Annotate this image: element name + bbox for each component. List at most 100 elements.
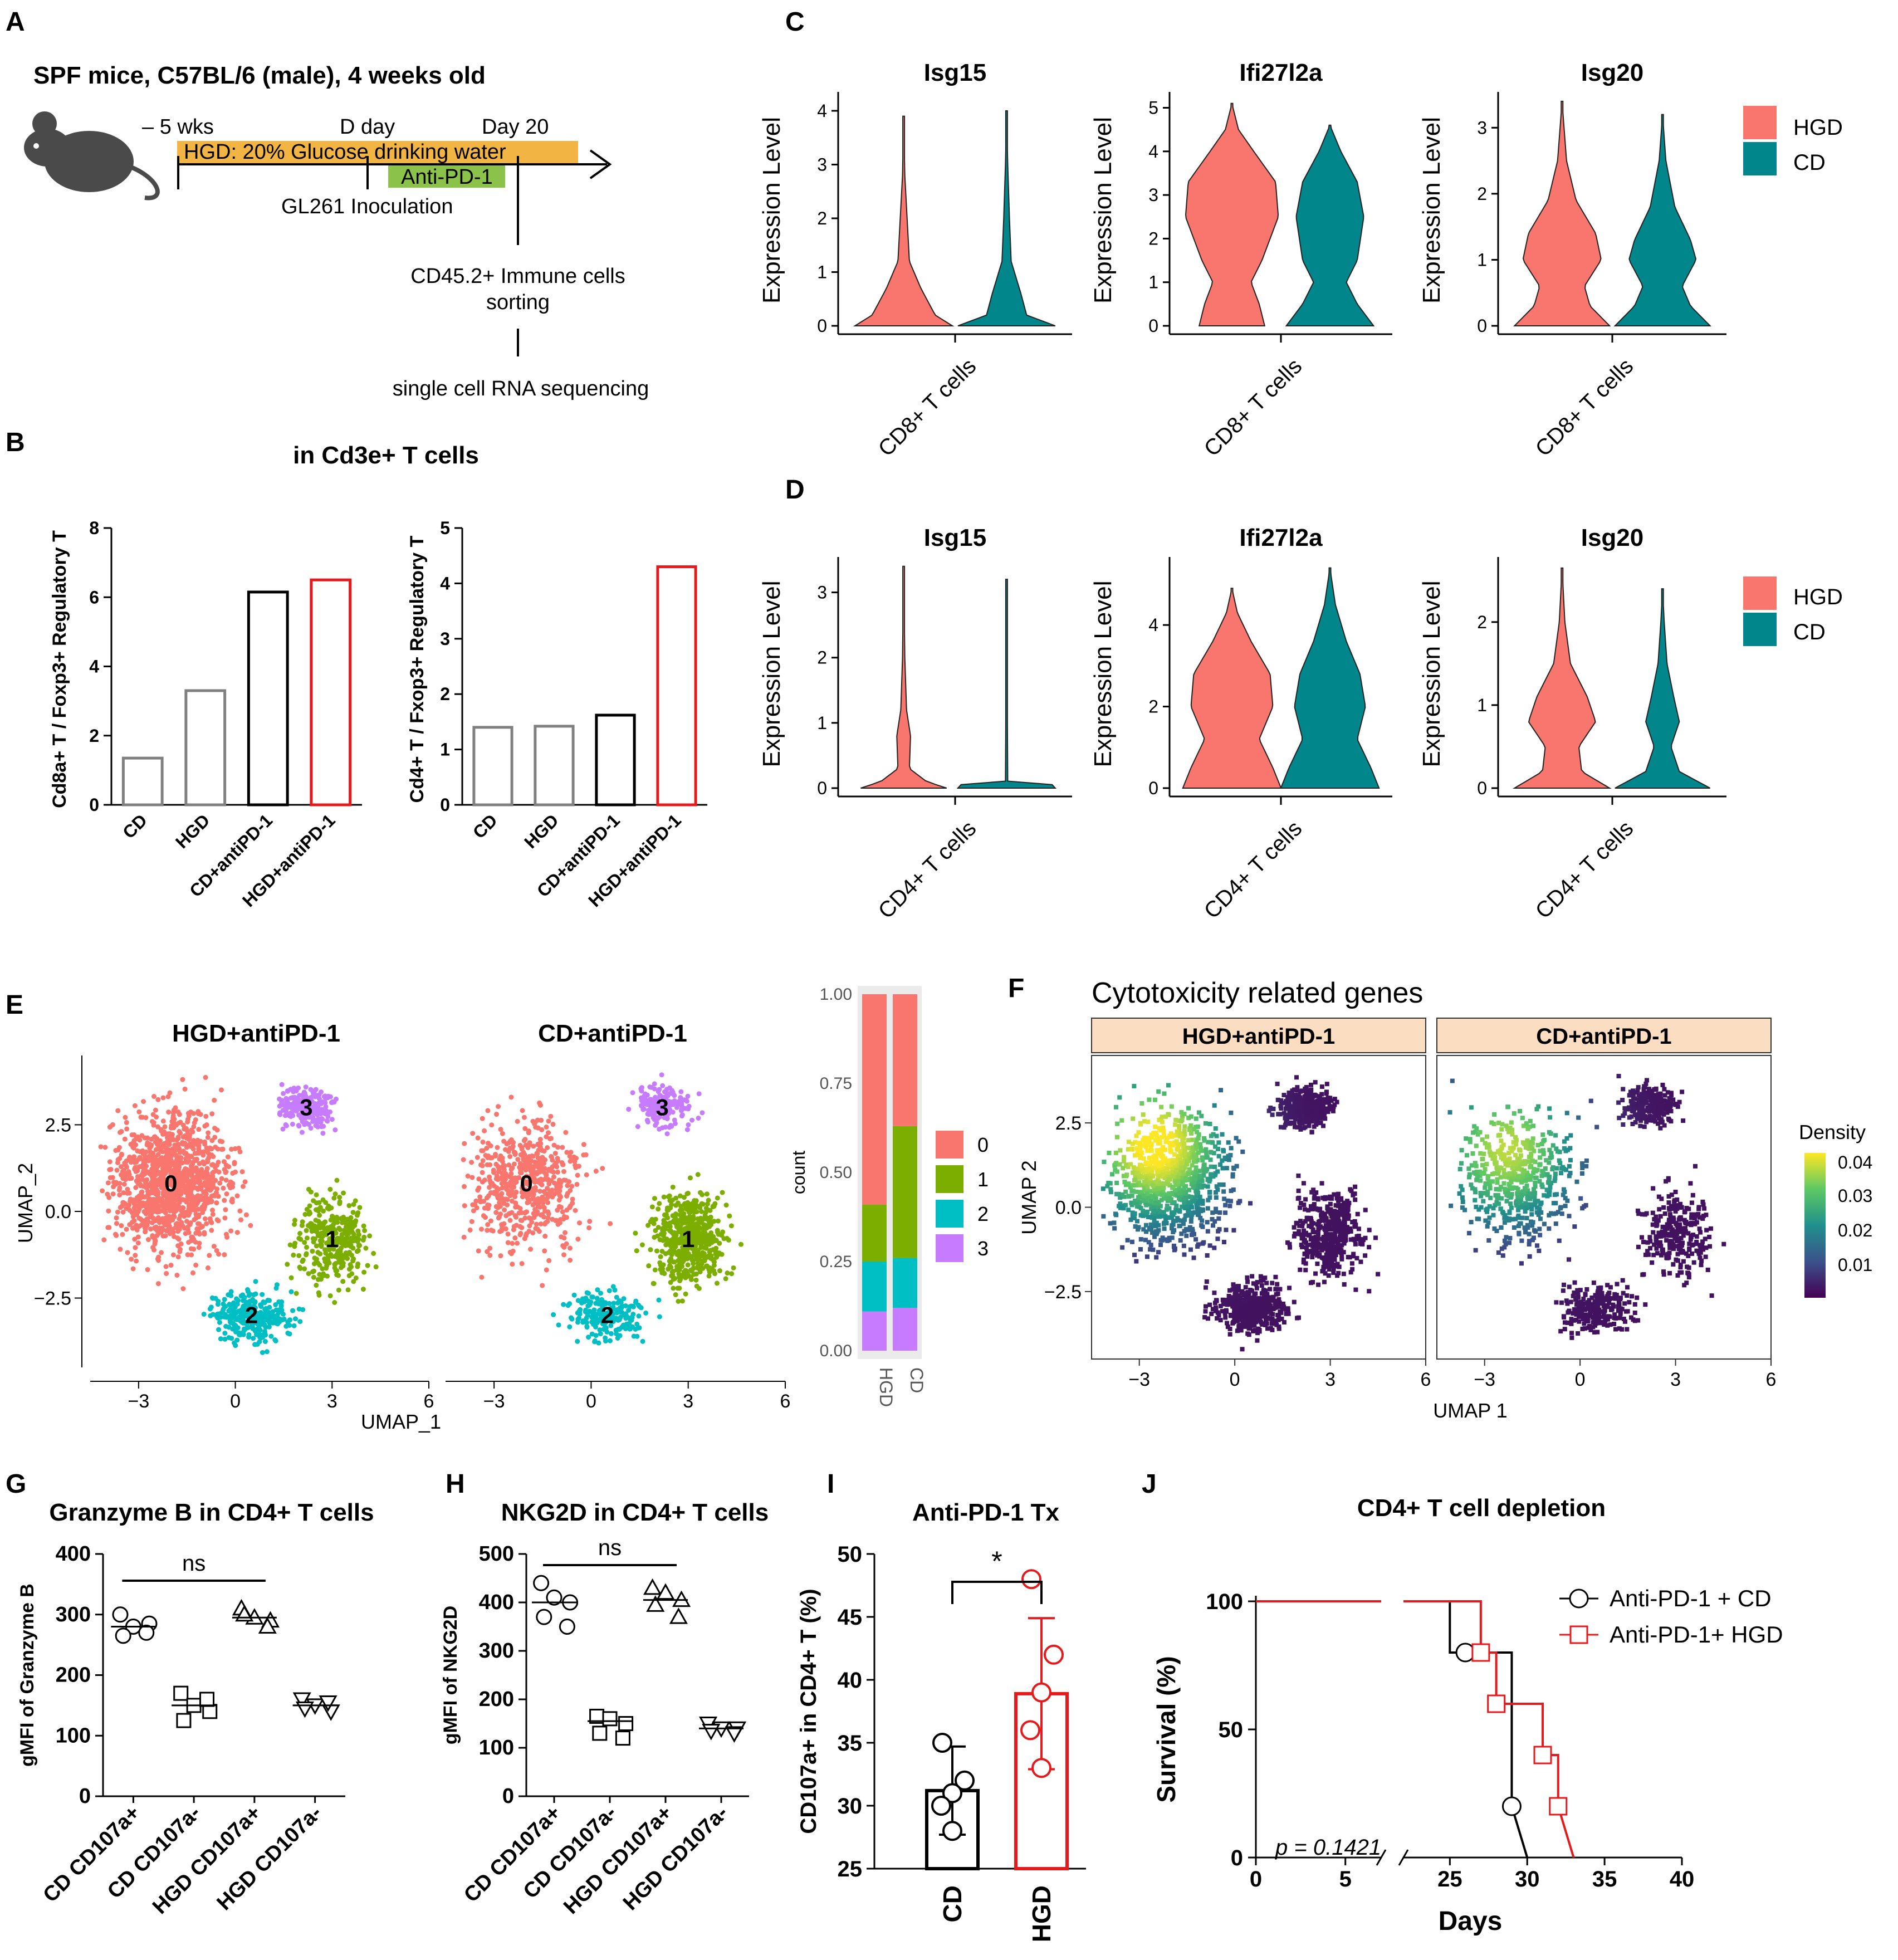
density-point [1102, 1160, 1107, 1165]
density-point [1335, 1273, 1340, 1278]
umap-point [511, 1161, 517, 1167]
umap-point [202, 1204, 208, 1210]
umap-point [317, 1233, 322, 1239]
umap-point [180, 1223, 185, 1229]
umap-point [155, 1097, 161, 1102]
umap-point [167, 1090, 173, 1096]
umap-point [205, 1265, 211, 1270]
umap-point [520, 1108, 525, 1113]
umap-point [198, 1185, 203, 1190]
umap-point [361, 1269, 367, 1275]
umap-point [669, 1123, 674, 1129]
umap-point [288, 1275, 294, 1280]
umap-point [145, 1135, 150, 1141]
umap-point [341, 1228, 347, 1233]
density-point [1187, 1167, 1192, 1172]
umap-point [654, 1233, 660, 1239]
umap-point [155, 1124, 160, 1130]
umap-point [297, 1231, 303, 1236]
umap-point [321, 1208, 326, 1214]
violin-gene-title: Ifi27l2a [1239, 524, 1323, 551]
umap-point [346, 1231, 351, 1236]
umap-point [300, 1259, 305, 1264]
e-legend-label: 3 [977, 1237, 989, 1260]
umap-point [289, 1111, 295, 1117]
density-point [1285, 1240, 1290, 1245]
umap-point [348, 1262, 353, 1268]
density-point [1205, 1220, 1210, 1225]
umap-point [618, 1305, 623, 1311]
density-point [1309, 1190, 1314, 1195]
umap-point [186, 1203, 192, 1209]
violin-ylabel: Expression Level [1089, 117, 1117, 304]
umap-point [232, 1146, 238, 1151]
umap-point [505, 1197, 510, 1203]
umap-point [564, 1215, 569, 1220]
legend-c-cd: CD [1793, 150, 1826, 175]
umap-point [262, 1339, 268, 1345]
density-point [1204, 1285, 1209, 1290]
umap-point [134, 1195, 140, 1200]
e-stack-segment [862, 1262, 887, 1312]
umap-point [163, 1210, 168, 1215]
umap-point [198, 1138, 203, 1144]
umap-point [686, 1103, 692, 1109]
umap-point [150, 1190, 155, 1196]
umap-point [518, 1210, 524, 1215]
umap-point [218, 1336, 223, 1342]
umap-point [144, 1177, 149, 1183]
umap-point [322, 1247, 327, 1253]
umap-point [117, 1185, 123, 1191]
umap-point [121, 1181, 127, 1187]
density-point [1190, 1163, 1195, 1168]
umap-point [209, 1138, 215, 1143]
f-ylabel: UMAP 2 [1018, 1160, 1040, 1234]
violin-ylabel: Expression Level [758, 117, 785, 304]
umap-point [482, 1177, 487, 1183]
violin-xlabel: CD8+ T cells [1200, 354, 1307, 461]
density-point [1207, 1190, 1212, 1195]
umap-point [674, 1100, 680, 1106]
umap-point [176, 1178, 182, 1184]
umap-point [353, 1275, 359, 1281]
umap-point [321, 1220, 327, 1225]
density-point [1186, 1200, 1191, 1205]
umap-point [480, 1116, 485, 1121]
umap-point [546, 1130, 551, 1136]
umap-point [476, 1248, 481, 1254]
umap-point [197, 1230, 202, 1236]
umap-point [638, 1086, 644, 1092]
umap-point [123, 1177, 128, 1182]
umap-point [704, 1191, 710, 1197]
density-point [1223, 1315, 1228, 1320]
umap-point [656, 1225, 661, 1230]
a-title: SPF mice, C57BL/6 (male), 4 weeks old [33, 62, 486, 89]
umap-point [708, 1214, 713, 1220]
umap-point [114, 1221, 119, 1226]
umap-point [634, 1248, 639, 1254]
umap-point [524, 1209, 530, 1215]
density-point [1128, 1162, 1133, 1167]
umap-point [326, 1254, 331, 1259]
umap-point [151, 1235, 156, 1240]
umap-point [222, 1303, 228, 1309]
e-xtick-label: 6 [780, 1391, 791, 1412]
umap-point [252, 1328, 258, 1334]
f-legend-tick-003: 0.03 [1838, 1186, 1872, 1206]
violin-ytick-label: 1 [1477, 695, 1487, 715]
umap-point [189, 1161, 195, 1167]
umap-point [233, 1343, 238, 1348]
umap-point [260, 1292, 265, 1297]
umap-point [348, 1242, 354, 1248]
density-point [1144, 1203, 1149, 1208]
umap-point [174, 1191, 179, 1197]
umap-point [277, 1319, 282, 1324]
umap-point [355, 1264, 360, 1269]
umap-point [515, 1157, 521, 1162]
umap-point [160, 1143, 166, 1148]
umap-point [175, 1109, 181, 1115]
umap-point [532, 1121, 537, 1127]
umap-point [223, 1207, 228, 1213]
